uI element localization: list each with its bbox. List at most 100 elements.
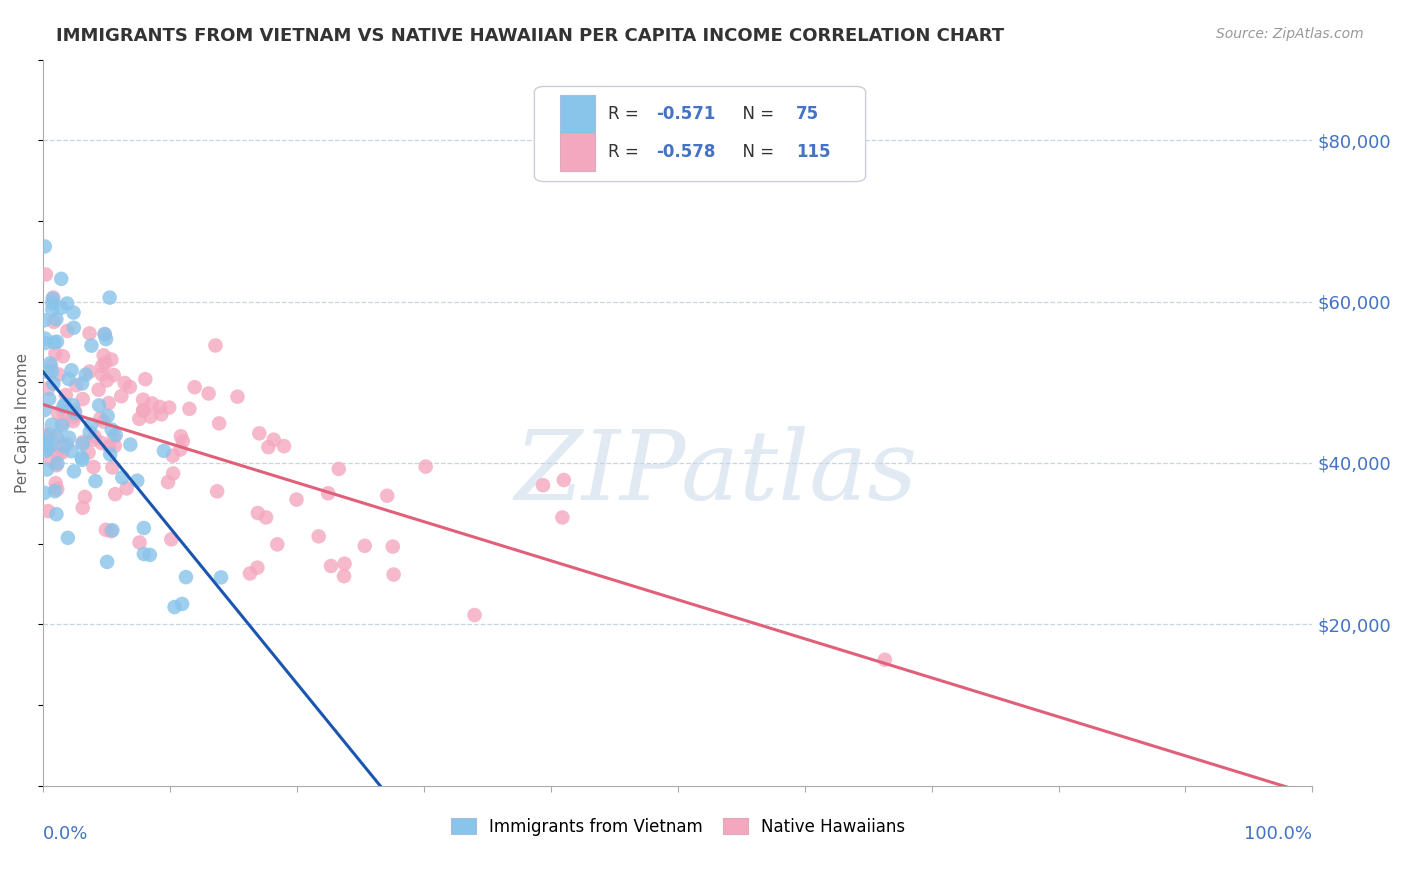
Point [70,376,93,391]
Point [52,349,75,363]
Point [160,533,183,547]
Point [101,460,124,475]
Point [333,557,356,571]
Point [34,313,56,327]
Point [73,490,96,504]
Text: 100.0%: 100.0% [1244,825,1312,844]
Point [128,412,150,426]
Point [42,292,65,306]
Point [98,440,121,454]
Point [45,312,67,326]
Point [34,435,56,450]
Point [41,365,63,379]
Point [51,272,73,286]
Point [51,445,73,459]
Point [34,427,56,442]
Point [46,334,69,349]
Point [209,570,232,584]
Point [62,305,84,319]
Point [79,364,101,378]
Point [873,653,896,667]
Point [72,453,94,467]
Point [553,473,575,487]
Point [72,500,94,515]
FancyBboxPatch shape [534,87,866,182]
Point [55,388,77,402]
Point [35,430,58,444]
Point [87,383,110,397]
Point [94,332,117,346]
Point [132,403,155,417]
Point [41,296,63,310]
Point [77,445,100,459]
Point [132,521,155,535]
Point [162,467,184,481]
Point [205,484,228,499]
Point [41,417,63,432]
Point [157,475,180,490]
Point [103,430,125,444]
Point [72,392,94,406]
Point [174,570,197,584]
Point [39,356,62,370]
Point [80,417,103,432]
Point [98,447,121,461]
Point [37,504,59,518]
Point [46,482,69,496]
Point [127,474,149,488]
Text: N =: N = [733,105,780,123]
Point [375,489,398,503]
Text: R =: R = [607,143,644,161]
Point [333,569,356,583]
Point [163,600,186,615]
Point [83,433,105,447]
Point [39,453,62,467]
Point [94,523,117,537]
Point [35,442,58,457]
Point [101,523,124,537]
Point [45,508,67,522]
Point [56,296,79,310]
Point [53,397,76,411]
Point [63,403,86,417]
Point [100,524,122,539]
FancyBboxPatch shape [560,95,595,133]
Point [100,352,122,367]
Point [34,239,56,253]
Point [63,406,86,420]
Point [70,450,93,465]
Point [132,392,155,407]
Point [208,417,231,431]
Point [94,327,117,342]
Point [34,332,56,346]
Point [38,427,60,442]
Point [60,363,83,377]
Point [353,539,375,553]
Point [120,437,142,451]
Point [308,529,330,543]
Point [319,559,342,574]
Point [141,396,163,410]
Point [34,336,56,351]
Point [42,315,65,329]
Y-axis label: Per Capita Income: Per Capita Income [15,352,30,492]
Point [46,447,69,461]
Point [62,320,84,334]
Point [382,567,405,582]
Text: N =: N = [733,143,780,161]
Point [94,356,117,370]
Point [72,437,94,451]
Point [91,368,114,382]
Point [35,268,58,282]
Point [266,537,288,551]
Point [45,476,67,491]
Point [80,338,103,352]
Point [48,368,70,382]
Point [41,302,63,317]
Point [79,425,101,440]
Point [46,406,69,420]
Point [56,531,79,545]
Point [197,386,219,401]
Point [179,401,201,416]
Text: -0.578: -0.578 [657,143,716,161]
